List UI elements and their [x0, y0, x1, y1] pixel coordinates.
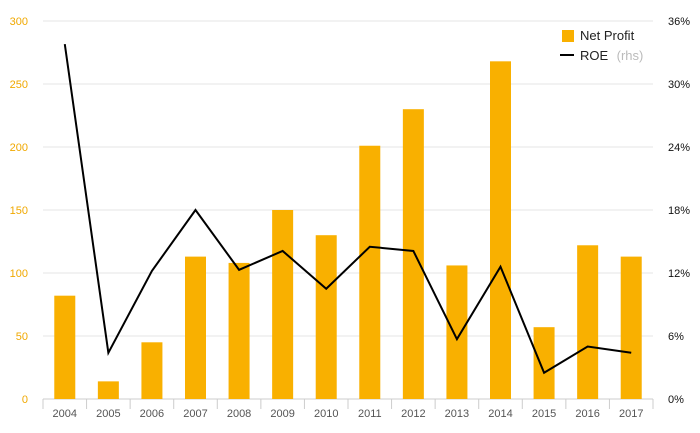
bar-net-profit-2014	[490, 61, 511, 399]
bar-net-profit-2017	[620, 256, 642, 399]
y-right-tick-label: 24%	[668, 142, 690, 154]
x-tick-label: 2004	[53, 408, 77, 420]
x-tick-label: 2013	[445, 408, 469, 420]
legend: Net Profit ROE (rhs)	[560, 28, 643, 64]
x-tick-label: 2006	[140, 408, 164, 420]
bar-net-profit-2007	[185, 256, 206, 399]
bar-net-profit-2010	[315, 235, 337, 399]
legend-swatch-net-profit	[562, 30, 574, 42]
x-tick-label: 2007	[183, 408, 207, 420]
bar-net-profit-2013	[446, 265, 468, 399]
y-axis-right: 0% 6% 12% 18% 24% 30% 36%	[668, 16, 690, 406]
bar-net-profit-2008	[228, 262, 250, 399]
y-left-tick-label: 0	[22, 394, 28, 406]
y-right-tick-label: 36%	[668, 16, 690, 28]
bar-net-profit-2012	[402, 109, 424, 399]
roe-line	[63, 43, 632, 375]
bar-series	[54, 61, 642, 399]
y-left-tick-label: 250	[10, 79, 28, 91]
legend-label-roe-suffix: (rhs)	[617, 48, 644, 63]
legend-label-net-profit: Net Profit	[580, 28, 635, 43]
y-left-tick-label: 150	[10, 205, 28, 217]
bar-net-profit-2016	[577, 245, 599, 399]
x-tick-label: 2017	[619, 408, 643, 420]
y-right-tick-label: 18%	[668, 205, 690, 217]
bar-net-profit-2015	[533, 327, 555, 399]
x-tick-label: 2011	[358, 408, 382, 420]
legend-label-roe-text: ROE	[580, 48, 609, 63]
bar-net-profit-2005	[97, 381, 119, 399]
y-right-tick-label: 6%	[668, 331, 684, 343]
x-tick-label: 2005	[96, 408, 120, 420]
y-axis-left: 0 50 100 150 200 250 300	[10, 16, 28, 406]
x-tick-label: 2015	[532, 408, 556, 420]
y-right-tick-label: 12%	[668, 268, 690, 280]
y-right-tick-label: 30%	[668, 79, 690, 91]
line-series	[63, 43, 632, 375]
x-tick-label: 2012	[401, 408, 425, 420]
y-left-tick-label: 200	[10, 142, 28, 154]
y-left-tick-label: 100	[10, 268, 28, 280]
bar-net-profit-2011	[359, 145, 381, 399]
bar-net-profit-2006	[141, 342, 163, 399]
x-tick-label: 2010	[314, 408, 338, 420]
y-left-tick-label: 300	[10, 16, 28, 28]
bar-net-profit-2004	[54, 295, 76, 399]
x-tick-label: 2014	[488, 408, 512, 420]
x-tick-label: 2008	[227, 408, 251, 420]
y-left-tick-label: 50	[16, 331, 28, 343]
grid-lines	[43, 20, 653, 400]
x-tick-label: 2009	[270, 408, 294, 420]
y-right-tick-label: 0%	[668, 394, 684, 406]
legend-label-roe: ROE (rhs)	[580, 47, 643, 64]
bar-net-profit-2009	[272, 210, 294, 399]
x-tick-label: 2016	[575, 408, 599, 420]
x-axis: 2004 2005 2006 2007 2008 2009 2010 2011 2012 2013…	[42, 399, 654, 420]
